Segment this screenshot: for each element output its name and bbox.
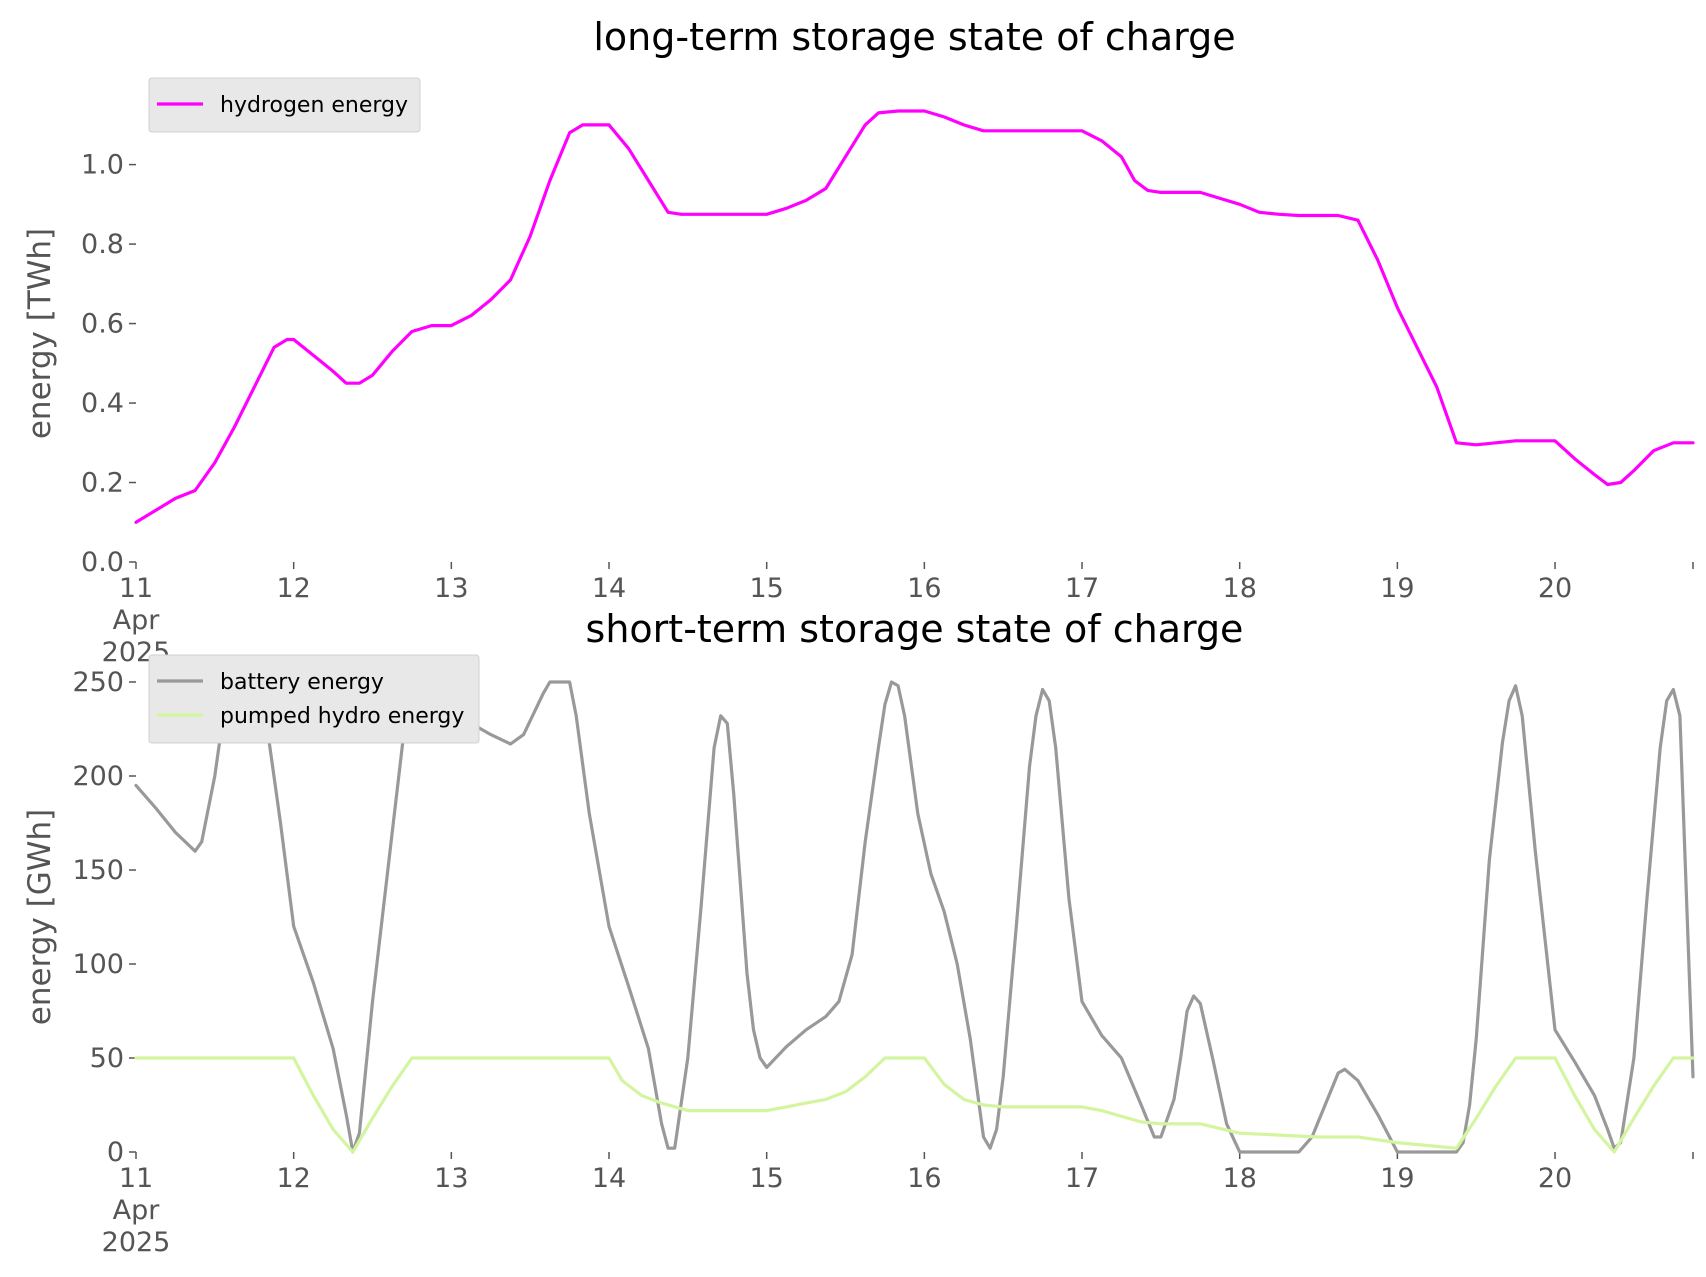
y-tick-label: 0.2 [81, 468, 124, 499]
x-tick-label: 2025 [102, 1227, 171, 1258]
x-tick-label: 12 [276, 1163, 310, 1194]
y-tick-label: 200 [72, 761, 124, 792]
x-tick-label: 19 [1380, 573, 1414, 604]
y-tick-label: 0.0 [81, 547, 124, 578]
x-tick-label: 16 [907, 1163, 941, 1194]
short-term-chart: short-term storage state of charge energy… [22, 607, 1695, 1258]
y-tick-label: 150 [72, 855, 124, 886]
y-tick-label: 1.0 [81, 150, 124, 181]
x-tick-label: 18 [1223, 573, 1257, 604]
chart-title: short-term storage state of charge [586, 607, 1244, 651]
x-tick-label: 11 [119, 1163, 153, 1194]
x-tick-label: Apr [113, 1195, 161, 1226]
x-tick-label: 15 [750, 1163, 784, 1194]
y-tick-label: 100 [72, 949, 124, 980]
legend-label: hydrogen energy [220, 93, 408, 118]
legend: hydrogen energy [148, 77, 421, 133]
legend-label: pumped hydro energy [220, 704, 464, 729]
y-tick-label: 50 [90, 1043, 124, 1074]
x-tick-label: 20 [1538, 573, 1572, 604]
legend-label: battery energy [220, 670, 384, 695]
x-tick-label: 13 [434, 573, 468, 604]
y-tick-label: 0.6 [81, 309, 124, 340]
x-tick-label: 14 [592, 1163, 626, 1194]
x-tick-label: 18 [1223, 1163, 1257, 1194]
legend-box [148, 77, 421, 133]
x-tick-label: Apr [113, 605, 161, 636]
x-tick-label: 14 [592, 573, 626, 604]
x-tick-label: 13 [434, 1163, 468, 1194]
series-line-pumped-hydro-energy [134, 1056, 1695, 1154]
x-tick-label: 20 [1538, 1163, 1572, 1194]
long-term-chart: long-term storage state of charge energy … [22, 15, 1695, 668]
series-line-battery-energy [134, 680, 1695, 1154]
x-tick-label: 19 [1380, 1163, 1414, 1194]
legend: battery energy pumped hydro energy [148, 654, 480, 744]
chart-title: long-term storage state of charge [593, 15, 1235, 59]
legend-box [148, 654, 480, 744]
y-tick-label: 0.4 [81, 388, 124, 419]
y-axis-label: energy [GWh] [22, 809, 58, 1025]
x-tick-label: 17 [1065, 1163, 1099, 1194]
x-tick-label: 17 [1065, 573, 1099, 604]
y-tick-label: 0.8 [81, 229, 124, 260]
x-tick-label: 11 [119, 573, 153, 604]
x-tick-label: 16 [907, 573, 941, 604]
y-tick-label: 250 [72, 667, 124, 698]
x-tick-label: 15 [750, 573, 784, 604]
y-axis-label: energy [TWh] [22, 228, 58, 439]
y-tick-label: 0 [107, 1137, 124, 1168]
series-line-hydrogen-energy [134, 109, 1695, 524]
x-tick-label: 12 [276, 573, 310, 604]
